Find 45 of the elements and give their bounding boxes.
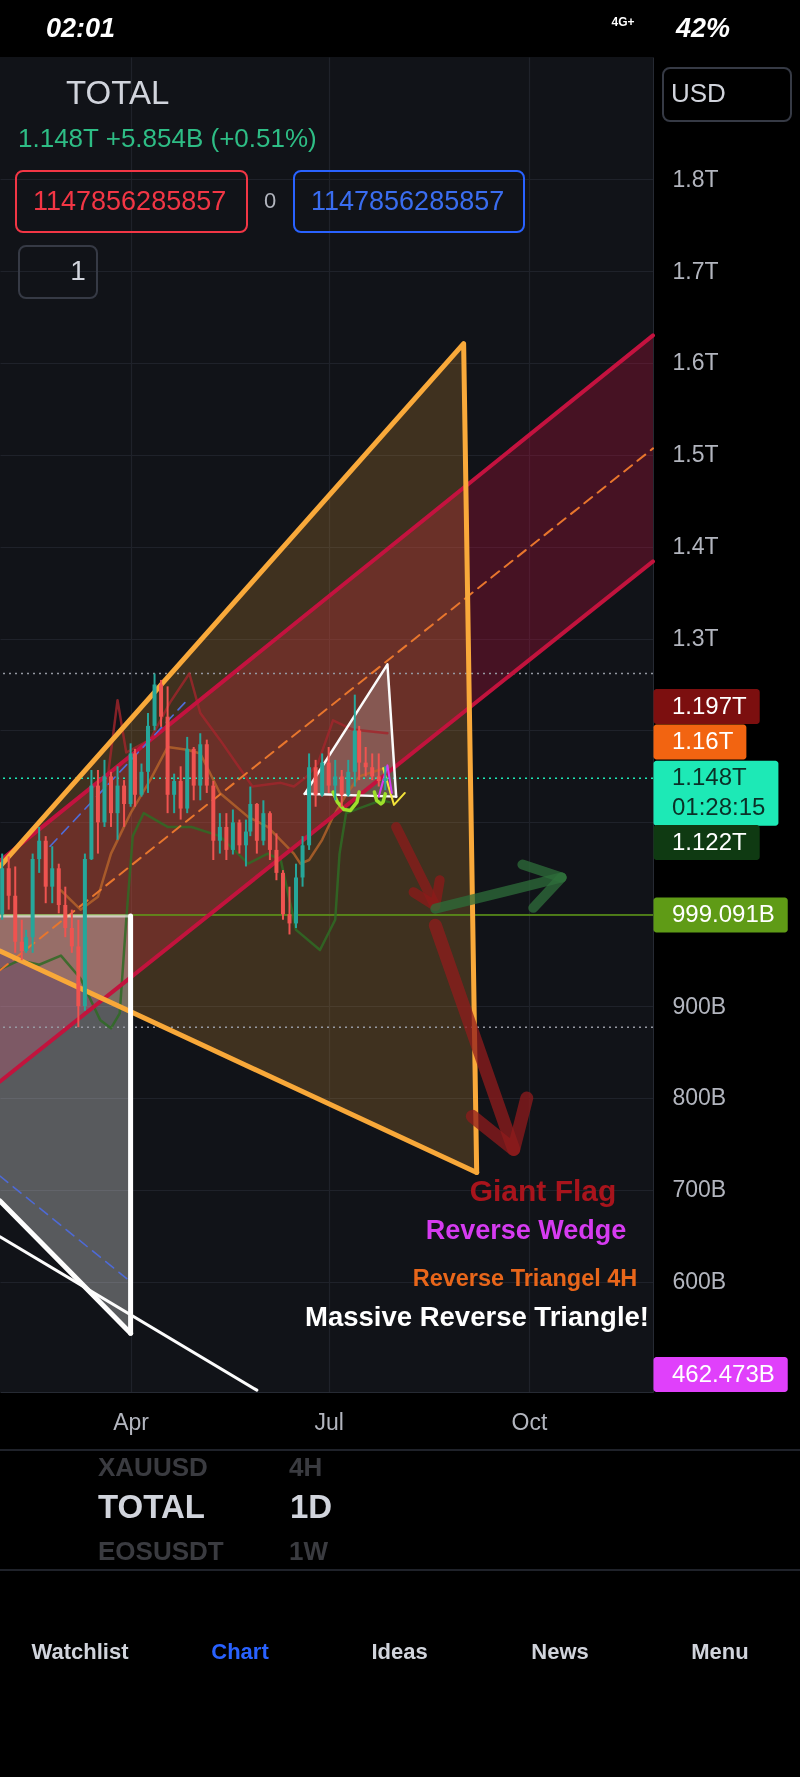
annotation: 1147856285857 [33, 185, 227, 216]
text: 462.473B [672, 1359, 775, 1387]
text: Menu [691, 1639, 749, 1664]
text: 02:01 [46, 13, 116, 43]
text: USD [671, 78, 726, 108]
text: 1W [289, 1536, 329, 1566]
text: 42% [675, 13, 731, 43]
text: 1.148T +5.854B (+0.51%) [18, 123, 317, 153]
text: TOTAL [66, 74, 170, 111]
text: Chart [211, 1639, 270, 1664]
y-tick-label: 1.8T [672, 165, 719, 192]
text: 1.197T [672, 691, 748, 719]
text: 4G+ [611, 15, 635, 29]
annotation: Giant Flag [469, 1174, 617, 1207]
text: EOSUSDT [98, 1536, 224, 1566]
text: News [531, 1639, 589, 1664]
text: 1D [290, 1487, 333, 1525]
annotation: 0 [263, 188, 277, 213]
annotation: Massive Reverse Triangle! [305, 1301, 649, 1332]
text: 1.122T [672, 827, 748, 855]
y-tick-label: 1.6T [672, 349, 719, 376]
text: 4H [289, 1452, 323, 1482]
x-tick-label: Oct [511, 1408, 548, 1435]
y-tick-label: 1.7T [672, 257, 719, 284]
y-tick-label: 900B [672, 992, 727, 1019]
text: Ideas [371, 1639, 428, 1664]
y-tick-label: 1.4T [672, 533, 719, 560]
annotation: Reverse Triangel 4H [412, 1265, 638, 1291]
y-tick-label: 1.5T [672, 441, 719, 468]
text: TOTAL [98, 1487, 205, 1525]
y-tick-label: 600B [672, 1268, 727, 1295]
x-tick-label: Jul [314, 1408, 344, 1435]
text: XAUUSD [98, 1452, 208, 1482]
y-tick-label: 700B [672, 1176, 727, 1203]
text: 1.16T [672, 727, 734, 754]
text: 01:28:15 [672, 793, 766, 821]
annotation: 1 [70, 255, 86, 286]
annotation: Reverse Wedge [425, 1215, 627, 1245]
y-tick-label: 800B [672, 1084, 727, 1111]
ref-line-label: 1.148T [672, 763, 748, 791]
y-tick-label: 1.3T [672, 625, 719, 652]
text: Watchlist [31, 1639, 130, 1664]
annotation: 1147856285857 [311, 185, 505, 216]
ref-line-label: 999.091B [672, 900, 775, 928]
x-tick-label: Apr [113, 1408, 150, 1435]
